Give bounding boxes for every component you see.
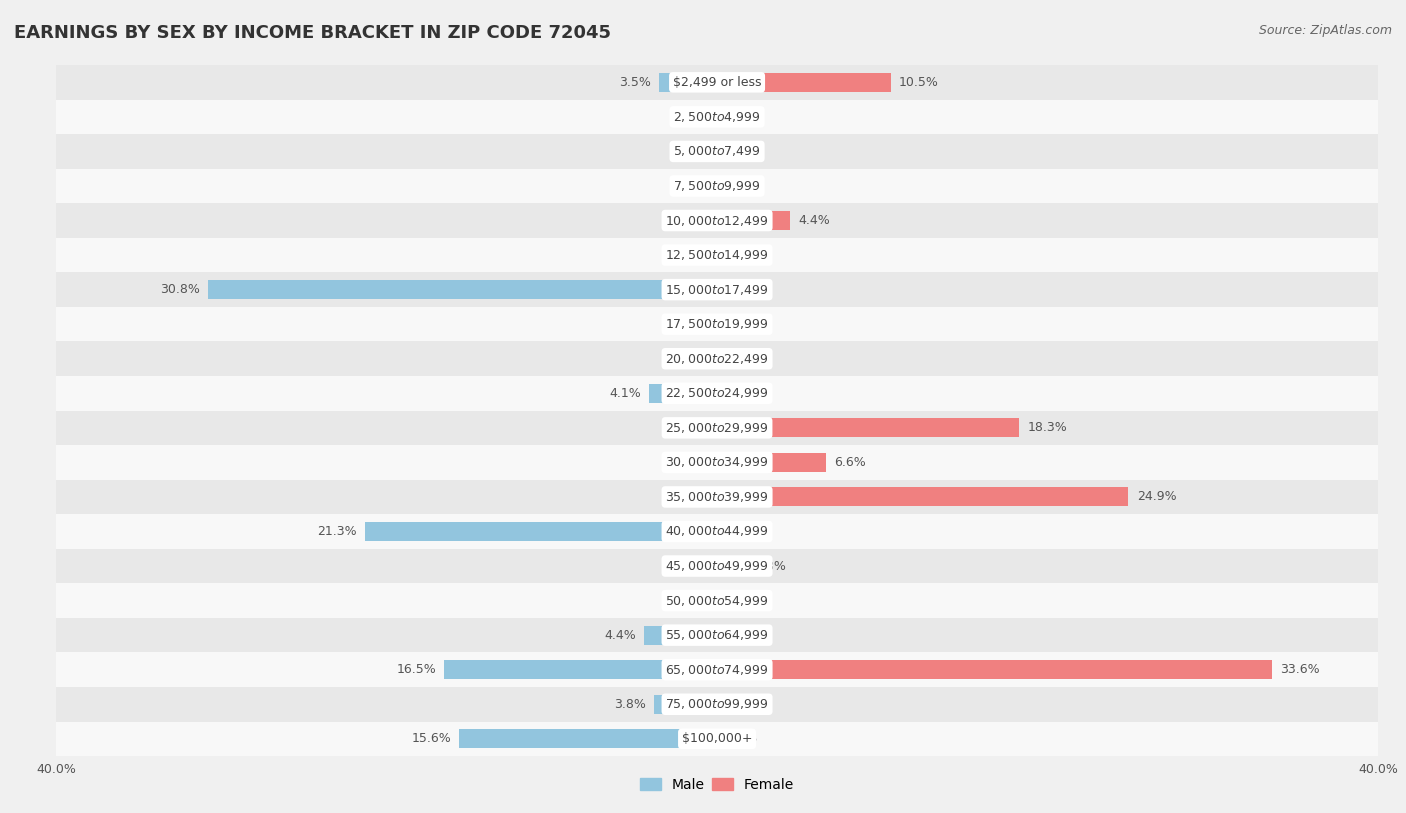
Text: $45,000 to $49,999: $45,000 to $49,999 — [665, 559, 769, 573]
Text: 0.0%: 0.0% — [676, 145, 709, 158]
Text: 4.4%: 4.4% — [799, 214, 830, 227]
Bar — [56, 687, 1378, 722]
Bar — [717, 488, 1129, 506]
Text: $65,000 to $74,999: $65,000 to $74,999 — [665, 663, 769, 676]
Text: 0.0%: 0.0% — [725, 111, 758, 124]
Text: $35,000 to $39,999: $35,000 to $39,999 — [665, 490, 769, 504]
Text: 0.0%: 0.0% — [725, 180, 758, 193]
Bar — [717, 211, 790, 230]
Bar — [717, 419, 1019, 437]
Text: $30,000 to $34,999: $30,000 to $34,999 — [665, 455, 769, 469]
Text: 30.8%: 30.8% — [160, 283, 200, 296]
Bar — [56, 134, 1378, 168]
Text: 0.0%: 0.0% — [725, 249, 758, 262]
Text: 0.0%: 0.0% — [725, 698, 758, 711]
Text: 0.0%: 0.0% — [676, 594, 709, 607]
Text: $17,500 to $19,999: $17,500 to $19,999 — [665, 317, 769, 331]
Text: 0.0%: 0.0% — [725, 145, 758, 158]
Bar — [659, 73, 717, 92]
Text: $7,500 to $9,999: $7,500 to $9,999 — [673, 179, 761, 193]
Text: $22,500 to $24,999: $22,500 to $24,999 — [665, 386, 769, 400]
Bar — [56, 99, 1378, 134]
Text: 0.0%: 0.0% — [725, 628, 758, 641]
Text: 0.0%: 0.0% — [676, 214, 709, 227]
Bar — [717, 73, 890, 92]
Text: Source: ZipAtlas.com: Source: ZipAtlas.com — [1258, 24, 1392, 37]
Bar — [460, 729, 717, 748]
Bar — [56, 445, 1378, 480]
Bar — [56, 583, 1378, 618]
Legend: Male, Female: Male, Female — [634, 772, 800, 798]
Text: 0.0%: 0.0% — [676, 249, 709, 262]
Bar — [56, 618, 1378, 652]
Text: 0.0%: 0.0% — [676, 352, 709, 365]
Text: 0.0%: 0.0% — [676, 180, 709, 193]
Text: 0.0%: 0.0% — [676, 421, 709, 434]
Text: 18.3%: 18.3% — [1028, 421, 1067, 434]
Text: 0.0%: 0.0% — [725, 733, 758, 746]
Text: 4.1%: 4.1% — [609, 387, 641, 400]
Text: $25,000 to $29,999: $25,000 to $29,999 — [665, 421, 769, 435]
Text: $5,000 to $7,499: $5,000 to $7,499 — [673, 145, 761, 159]
Text: 0.0%: 0.0% — [676, 318, 709, 331]
Bar — [56, 549, 1378, 583]
Text: 33.6%: 33.6% — [1281, 663, 1320, 676]
Text: 21.3%: 21.3% — [318, 525, 357, 538]
Text: $40,000 to $44,999: $40,000 to $44,999 — [665, 524, 769, 538]
Text: $15,000 to $17,499: $15,000 to $17,499 — [665, 283, 769, 297]
Text: 0.0%: 0.0% — [725, 387, 758, 400]
Bar — [717, 453, 827, 472]
Text: 3.5%: 3.5% — [619, 76, 651, 89]
Text: 0.0%: 0.0% — [725, 525, 758, 538]
Bar — [56, 272, 1378, 307]
Text: 16.5%: 16.5% — [396, 663, 436, 676]
Text: 4.4%: 4.4% — [605, 628, 636, 641]
Bar — [717, 660, 1272, 679]
Bar — [654, 695, 717, 714]
Text: 1.8%: 1.8% — [755, 559, 787, 572]
Text: EARNINGS BY SEX BY INCOME BRACKET IN ZIP CODE 72045: EARNINGS BY SEX BY INCOME BRACKET IN ZIP… — [14, 24, 612, 42]
Bar — [56, 480, 1378, 514]
Text: $75,000 to $99,999: $75,000 to $99,999 — [665, 698, 769, 711]
Text: 0.0%: 0.0% — [725, 318, 758, 331]
Text: $10,000 to $12,499: $10,000 to $12,499 — [665, 214, 769, 228]
Text: 6.6%: 6.6% — [834, 456, 866, 469]
Text: $55,000 to $64,999: $55,000 to $64,999 — [665, 628, 769, 642]
Text: 15.6%: 15.6% — [412, 733, 451, 746]
Text: 0.0%: 0.0% — [725, 594, 758, 607]
Bar — [444, 660, 717, 679]
Bar — [366, 522, 717, 541]
Bar — [56, 376, 1378, 411]
Bar — [644, 626, 717, 645]
Bar — [56, 203, 1378, 237]
Text: $50,000 to $54,999: $50,000 to $54,999 — [665, 593, 769, 607]
Text: $100,000+: $100,000+ — [682, 733, 752, 746]
Text: $2,499 or less: $2,499 or less — [673, 76, 761, 89]
Text: $2,500 to $4,999: $2,500 to $4,999 — [673, 110, 761, 124]
Bar — [650, 384, 717, 402]
Text: $20,000 to $22,499: $20,000 to $22,499 — [665, 352, 769, 366]
Text: 0.0%: 0.0% — [676, 111, 709, 124]
Text: 24.9%: 24.9% — [1136, 490, 1177, 503]
Text: $12,500 to $14,999: $12,500 to $14,999 — [665, 248, 769, 262]
Text: 0.0%: 0.0% — [725, 283, 758, 296]
Text: 0.0%: 0.0% — [725, 352, 758, 365]
Bar — [717, 557, 747, 576]
Bar — [56, 722, 1378, 756]
Bar — [56, 168, 1378, 203]
Bar — [56, 65, 1378, 99]
Text: 0.0%: 0.0% — [676, 456, 709, 469]
Bar — [56, 514, 1378, 549]
Text: 10.5%: 10.5% — [898, 76, 939, 89]
Bar — [208, 280, 717, 299]
Text: 3.8%: 3.8% — [614, 698, 645, 711]
Bar — [56, 341, 1378, 376]
Bar — [56, 307, 1378, 341]
Bar — [56, 411, 1378, 445]
Bar — [56, 237, 1378, 272]
Text: 0.0%: 0.0% — [676, 490, 709, 503]
Bar — [56, 652, 1378, 687]
Text: 0.0%: 0.0% — [676, 559, 709, 572]
